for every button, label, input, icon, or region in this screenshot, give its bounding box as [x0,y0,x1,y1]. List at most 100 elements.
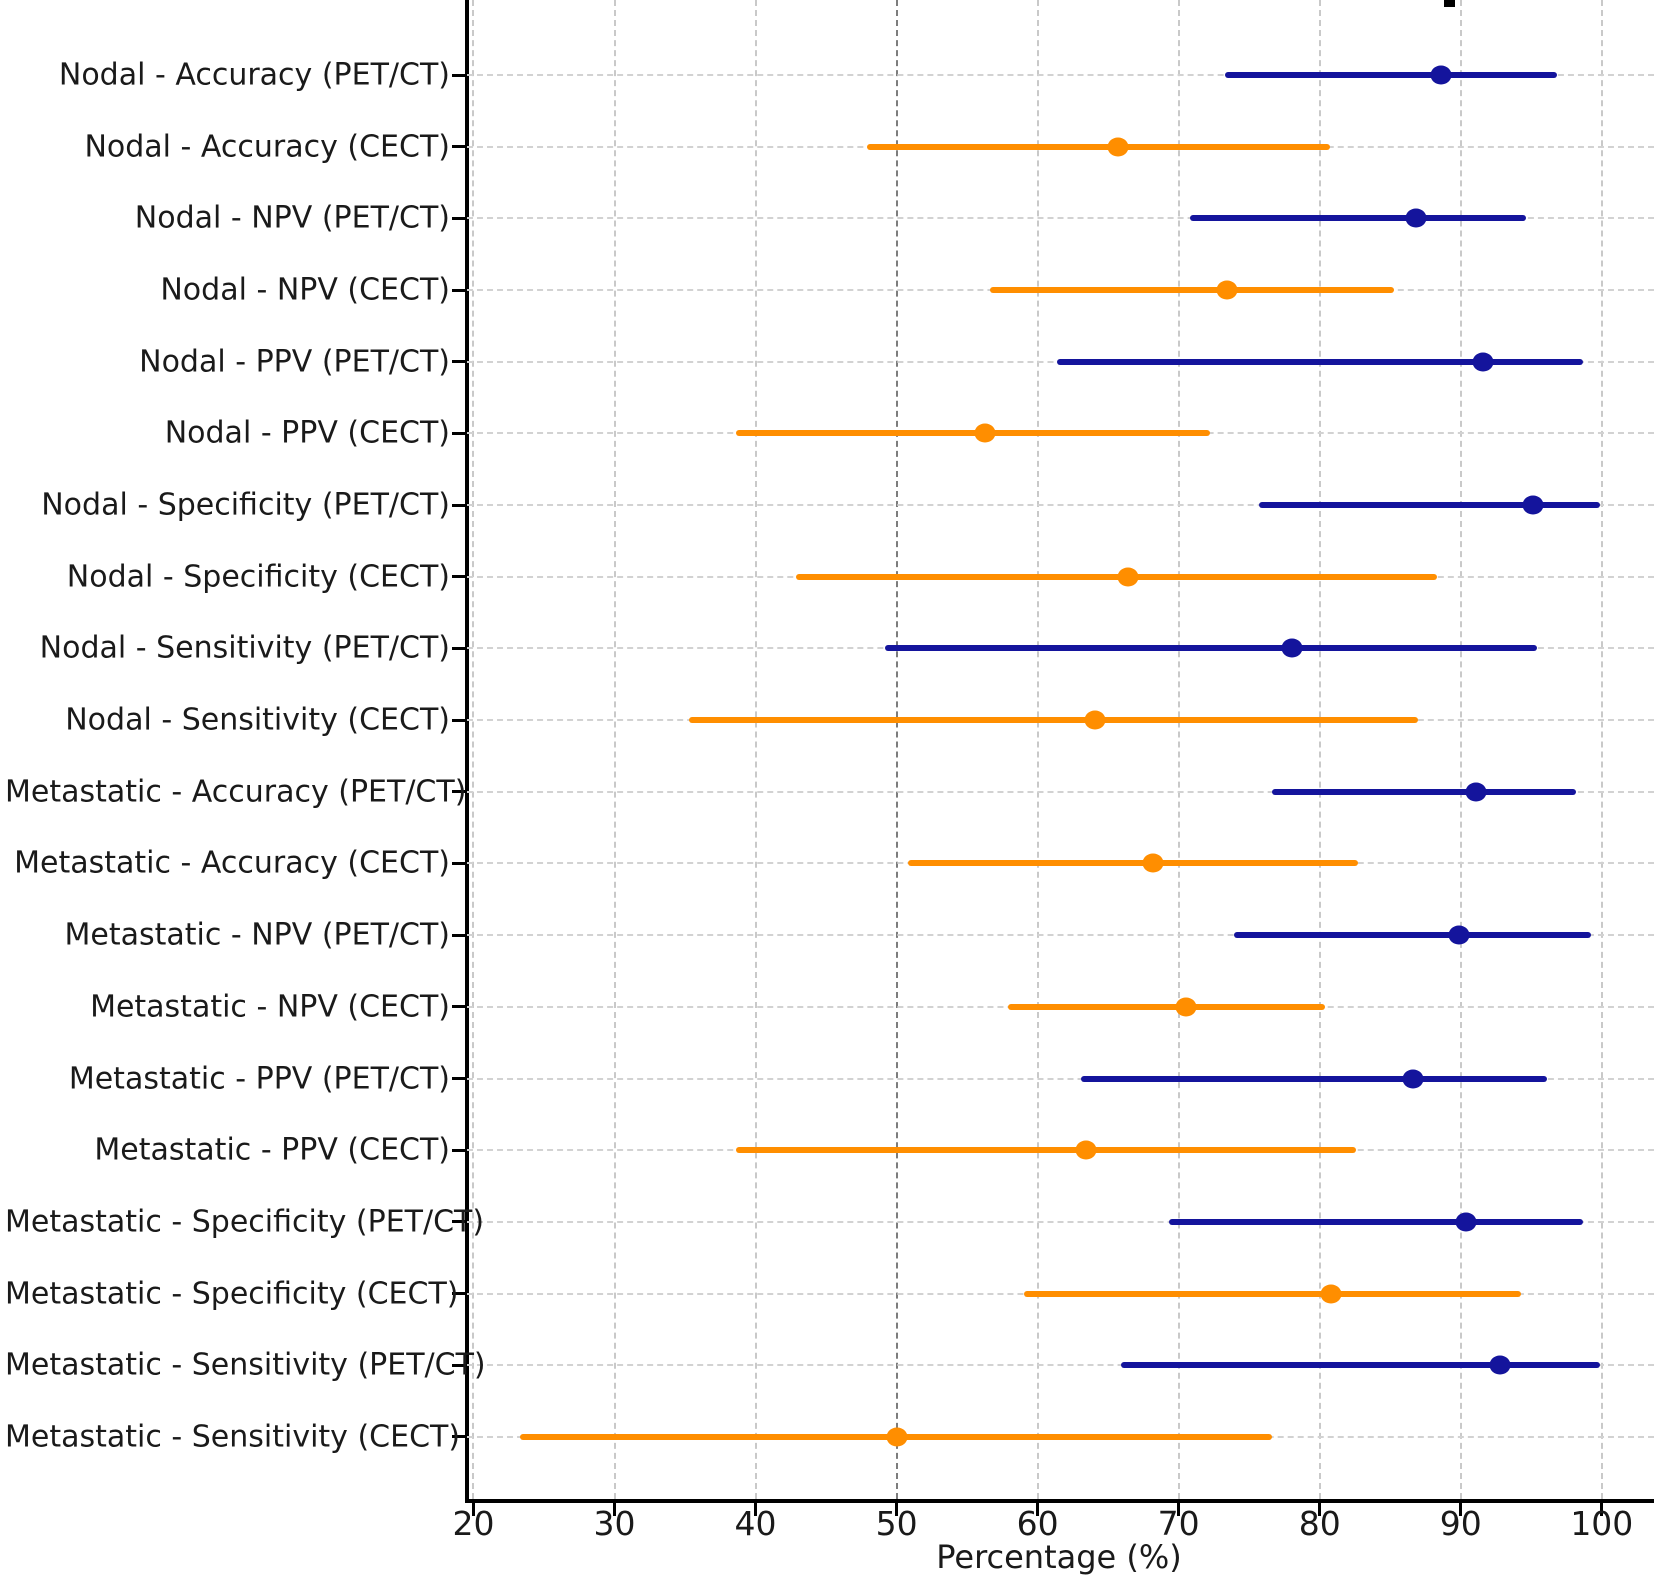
x-axis-tick-label: 50 [875,1504,918,1543]
ci-line [735,1147,1357,1154]
ci-line [796,573,1437,580]
x-axis-tick [613,1503,616,1516]
point-marker [1075,1140,1097,1160]
x-axis-tick-label: 70 [1157,1504,1200,1543]
row-label: Metastatic - PPV (PET/CT) [68,1061,450,1097]
y-axis-tick [452,145,465,149]
x-axis-tick [895,1503,899,1516]
point-marker [1402,1069,1424,1089]
horizontal-gridline [467,504,1654,507]
point-marker [1405,208,1427,228]
ci-line [689,717,1419,724]
point-marker [1175,997,1197,1017]
ci-line [1081,1075,1547,1082]
vertical-gridline [613,0,616,1499]
point-marker [886,1427,908,1447]
y-axis-tick [452,431,465,435]
row-label: Nodal - Sensitivity (PET/CT) [39,630,450,666]
vertical-gridline [1459,0,1462,1499]
row-label: Metastatic - Specificity (PET/CT) [5,1204,485,1240]
y-axis-tick [452,575,465,579]
x-axis-tick [1177,1503,1181,1516]
point-marker [1320,1284,1342,1304]
x-axis-tick [1318,1503,1322,1516]
ci-line [989,287,1395,294]
point-marker [1465,782,1487,802]
vertical-gridline [1036,0,1039,1499]
point-marker [1489,1355,1511,1375]
y-axis-tick [452,73,465,77]
row-label: Nodal - Accuracy (CECT) [84,129,450,165]
x-axis-tick [754,1503,758,1516]
reference-line-50 [895,0,898,1499]
y-axis-tick [452,861,465,865]
horizontal-gridline [467,1220,1654,1223]
x-axis-tick [1459,1503,1463,1516]
vertical-gridline [472,0,475,1499]
horizontal-gridline [467,217,1654,220]
ci-line [1023,1290,1522,1297]
ci-line [1189,215,1526,222]
horizontal-gridline [467,934,1654,937]
x-axis-tick-label: 30 [593,1504,636,1543]
x-axis-tick [1600,1503,1604,1516]
x-axis-label: Percentage (%) [936,1538,1182,1576]
vertical-gridline [1177,0,1180,1499]
y-axis-tick [452,1363,465,1367]
ci-line [1057,358,1584,365]
vertical-gridline [1600,0,1603,1499]
y-axis-tick [452,288,465,292]
ci-line [1233,932,1591,939]
point-marker [1084,710,1106,730]
row-label: Nodal - NPV (PET/CT) [134,200,450,236]
y-axis-tick [452,216,465,220]
cropped-legend-fragment [1444,0,1455,7]
row-label: Nodal - PPV (CECT) [164,415,450,451]
y-axis-tick [452,646,465,650]
horizontal-gridline [467,74,1654,76]
point-marker [1117,567,1139,587]
y-axis-tick [452,933,465,937]
row-label: Nodal - NPV (CECT) [160,272,450,308]
x-axis-tick-label: 60 [1016,1504,1059,1543]
x-axis-tick [471,1503,475,1516]
row-label: Metastatic - NPV (PET/CT) [64,917,450,953]
y-axis-tick [452,1220,465,1224]
row-label: Metastatic - Sensitivity (PET/CT) [5,1347,486,1383]
x-axis-tick-label: 100 [1570,1504,1634,1543]
y-axis-tick [452,1077,465,1081]
point-marker [974,423,996,443]
row-label: Nodal - Sensitivity (CECT) [65,702,450,738]
row-label: Metastatic - Accuracy (CECT) [14,845,450,881]
point-marker [1448,925,1470,945]
row-label: Nodal - Specificity (PET/CT) [41,487,450,523]
row-label: Nodal - Accuracy (PET/CT) [58,57,450,93]
y-axis-tick [452,503,465,507]
x-axis-tick [1036,1503,1040,1516]
ci-line [1120,1362,1601,1369]
row-label: Nodal - PPV (PET/CT) [139,344,450,380]
y-axis-tick [452,1005,465,1009]
ci-line [885,645,1537,652]
ci-line [1168,1218,1584,1225]
point-marker [1107,137,1129,157]
ci-line [1225,72,1557,78]
y-axis-spine [465,0,469,1503]
ci-line [1271,788,1577,795]
point-marker [1281,638,1303,658]
point-marker [1472,352,1494,372]
point-marker [1522,495,1544,515]
y-axis-tick [452,360,465,364]
point-marker [1142,853,1164,873]
y-axis-tick [452,1435,465,1439]
ci-line [907,860,1358,867]
ci-line [735,430,1210,437]
row-label: Metastatic - Accuracy (PET/CT) [5,774,467,810]
y-axis-tick [452,790,465,794]
horizontal-gridline [467,790,1654,793]
row-label: Metastatic - NPV (CECT) [90,989,450,1025]
x-axis-spine [465,1499,1654,1503]
x-axis-tick-label: 80 [1298,1504,1341,1543]
point-marker [1455,1212,1477,1232]
